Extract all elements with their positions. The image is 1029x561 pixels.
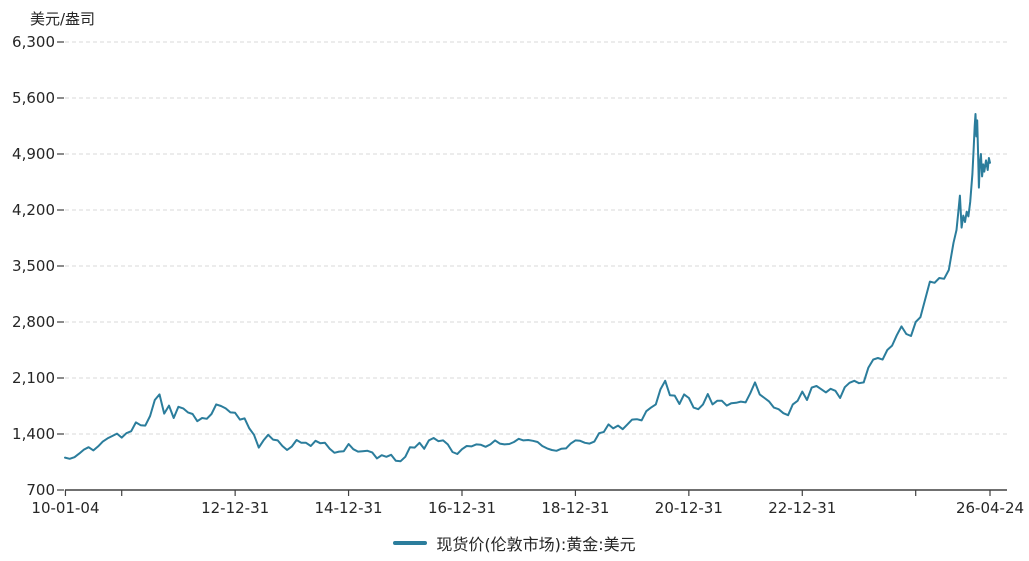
x-axis-tick-label: 20-12-31	[655, 499, 723, 517]
y-axis-tick-label: 4,900	[12, 145, 55, 163]
x-axis-tick-label: 16-12-31	[428, 499, 496, 517]
y-axis-tick-label: 1,400	[12, 425, 55, 443]
y-axis-tick-label: 6,300	[12, 33, 55, 51]
legend-line-swatch	[393, 541, 428, 545]
y-axis-tick-label: 4,200	[12, 201, 55, 219]
x-axis-tick-label: 12-12-31	[201, 499, 269, 517]
y-axis-unit-label: 美元/盎司	[30, 10, 96, 28]
y-axis-tick-label: 700	[26, 481, 55, 499]
x-axis-tick-label: 14-12-31	[315, 499, 383, 517]
legend-label: 现货价(伦敦市场):黄金:美元	[436, 535, 636, 554]
y-axis-tick-label: 3,500	[12, 257, 55, 275]
x-axis-tick-label: 26-04-24	[956, 499, 1024, 517]
y-axis-tick-label: 2,100	[12, 369, 55, 387]
x-axis-tick-label: 22-12-31	[768, 499, 836, 517]
x-axis-tick-label: 18-12-31	[541, 499, 609, 517]
price-line	[64, 113, 991, 463]
x-axis-tick-label: 10-01-04	[31, 499, 99, 517]
y-axis-tick-label: 5,600	[12, 89, 55, 107]
legend: 现货价(伦敦市场):黄金:美元	[0, 531, 1029, 555]
y-axis-tick-label: 2,800	[12, 313, 55, 331]
